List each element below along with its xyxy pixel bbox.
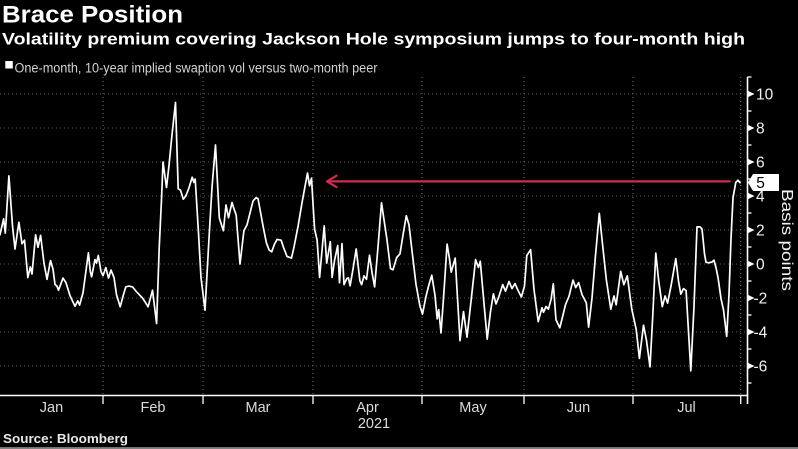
svg-text:-2: -2 (754, 290, 768, 307)
svg-text:10: 10 (756, 86, 774, 103)
svg-text:6: 6 (756, 154, 765, 171)
svg-text:Brace Position: Brace Position (2, 2, 183, 29)
svg-text:5: 5 (756, 175, 765, 192)
svg-text:Feb: Feb (141, 400, 166, 416)
svg-text:-6: -6 (754, 358, 768, 375)
svg-text:Volatility premium covering Ja: Volatility premium covering Jackson Hole… (2, 30, 745, 49)
svg-text:Jun: Jun (567, 400, 590, 416)
svg-text:Mar: Mar (246, 400, 271, 416)
svg-text:0: 0 (756, 256, 765, 273)
svg-text:Source: Bloomberg: Source: Bloomberg (3, 431, 128, 446)
svg-text:Jul: Jul (677, 400, 696, 416)
svg-text:8: 8 (756, 120, 765, 137)
svg-text:Jan: Jan (40, 400, 63, 416)
svg-text:One-month, 10-year implied swa: One-month, 10-year implied swaption vol … (15, 61, 378, 76)
svg-text:4: 4 (756, 188, 765, 205)
svg-text:Basis points: Basis points (778, 189, 795, 291)
svg-text:2: 2 (756, 222, 765, 239)
svg-text:Apr: Apr (356, 400, 379, 416)
svg-text:-4: -4 (754, 324, 768, 341)
svg-text:May: May (459, 400, 487, 416)
svg-text:2021: 2021 (358, 416, 390, 432)
